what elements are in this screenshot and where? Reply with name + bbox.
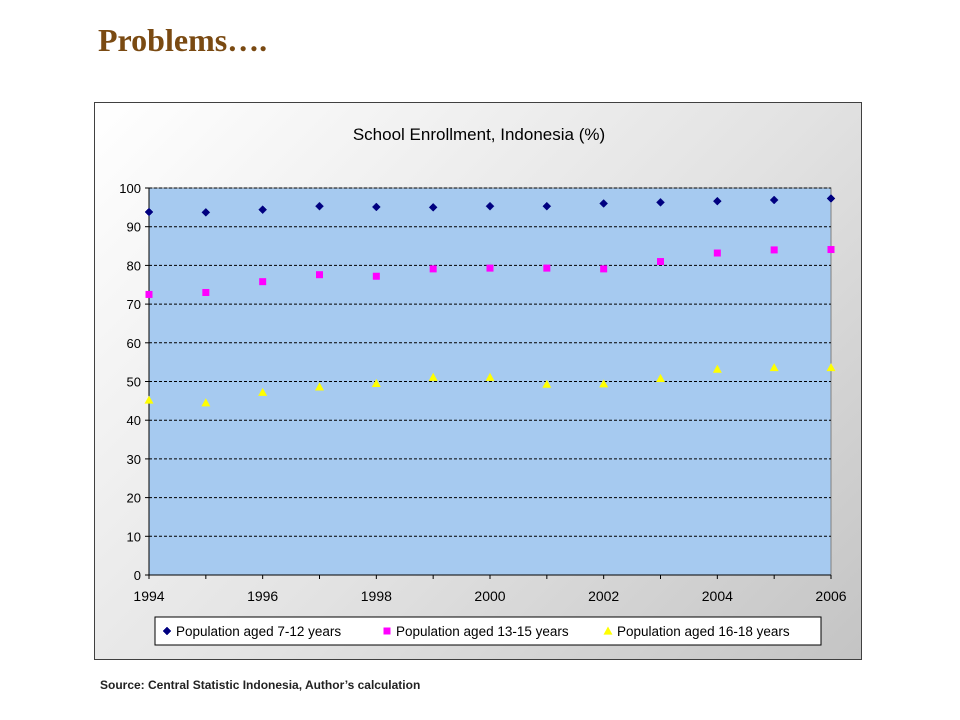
y-tick-label: 90 xyxy=(127,220,141,235)
y-tick-label: 30 xyxy=(127,452,141,467)
data-point-series-3-2002 xyxy=(599,379,609,388)
data-point-series-3-2005 xyxy=(769,363,779,372)
x-tick-label: 1998 xyxy=(361,588,392,604)
x-tick-label: 1996 xyxy=(247,588,278,604)
data-point-series-2-1997 xyxy=(316,271,323,279)
data-point-series-1-1999 xyxy=(428,202,438,212)
data-point-series-1-1996 xyxy=(258,205,268,215)
data-point-series-2-2002 xyxy=(600,265,608,273)
legend-marker-series-2 xyxy=(383,627,391,635)
legend-marker-series-3 xyxy=(603,626,613,635)
source-note: Source: Central Statistic Indonesia, Aut… xyxy=(100,678,421,692)
data-point-series-1-1995 xyxy=(201,208,211,217)
data-point-series-2-1996 xyxy=(259,278,267,286)
y-tick-label: 70 xyxy=(127,297,141,312)
y-tick-label: 50 xyxy=(127,375,141,390)
data-point-series-2-1995 xyxy=(202,288,210,296)
data-point-series-3-1996 xyxy=(258,387,268,396)
data-point-series-1-2004 xyxy=(712,196,722,206)
y-tick-label: 100 xyxy=(119,181,141,196)
data-point-series-2-1994 xyxy=(145,290,153,298)
legend-label-series-1: Population aged 7-12 years xyxy=(176,624,341,639)
data-point-series-3-1999 xyxy=(428,372,438,381)
chart-title: School Enrollment, Indonesia (%) xyxy=(353,125,605,144)
data-point-series-1-2005 xyxy=(769,195,779,205)
data-point-series-2-2001 xyxy=(543,264,551,272)
legend-box xyxy=(154,616,822,646)
x-tick-label: 2006 xyxy=(815,588,846,604)
x-tick-label: 2000 xyxy=(474,588,505,604)
data-point-series-2-1998 xyxy=(372,272,380,280)
data-point-series-1-2001 xyxy=(542,201,552,211)
data-point-series-3-1997 xyxy=(315,382,324,391)
data-point-series-2-2006 xyxy=(827,246,835,254)
data-point-series-2-1999 xyxy=(429,265,437,273)
x-tick-label: 2002 xyxy=(588,588,619,604)
y-tick-label: 0 xyxy=(134,568,141,583)
data-point-series-3-2001 xyxy=(542,379,552,388)
legend-marker-series-1 xyxy=(162,626,172,636)
x-tick-label: 1994 xyxy=(133,588,164,604)
y-tick-label: 10 xyxy=(127,529,141,544)
slide-title: Problems…. xyxy=(98,22,268,58)
y-tick-label: 40 xyxy=(127,413,141,428)
data-point-series-3-1994 xyxy=(144,395,154,404)
data-point-series-2-2005 xyxy=(770,246,778,254)
data-point-series-3-2006 xyxy=(826,363,836,372)
y-tick-label: 60 xyxy=(127,336,141,351)
y-tick-label: 20 xyxy=(127,491,141,506)
data-point-series-1-2000 xyxy=(485,201,495,211)
legend-label-series-3: Population aged 16-18 years xyxy=(617,624,790,639)
data-point-series-1-2006 xyxy=(826,194,836,203)
data-point-series-3-1998 xyxy=(371,378,381,388)
data-point-series-1-1997 xyxy=(315,201,324,211)
data-point-series-3-2004 xyxy=(712,364,722,373)
data-point-series-1-1998 xyxy=(371,202,381,212)
data-point-series-1-2002 xyxy=(599,199,609,208)
legend-label-series-2: Population aged 13-15 years xyxy=(396,624,569,639)
data-point-series-2-2003 xyxy=(657,258,664,266)
chart-area: School Enrollment, Indonesia (%) 0 10 20 30 4… xyxy=(94,102,862,660)
x-tick-label: 2004 xyxy=(702,588,733,604)
data-point-series-3-1995 xyxy=(201,398,211,407)
data-point-series-1-2003 xyxy=(656,197,665,207)
data-point-series-2-2000 xyxy=(486,264,494,272)
data-point-series-3-2000 xyxy=(485,372,495,381)
data-point-series-1-1994 xyxy=(144,207,154,217)
chart-svg: School Enrollment, Indonesia (%) 0 10 20 30 4… xyxy=(119,125,847,646)
data-point-series-3-2003 xyxy=(656,373,665,383)
y-tick-label: 80 xyxy=(127,258,141,273)
data-point-series-2-2004 xyxy=(713,249,721,257)
